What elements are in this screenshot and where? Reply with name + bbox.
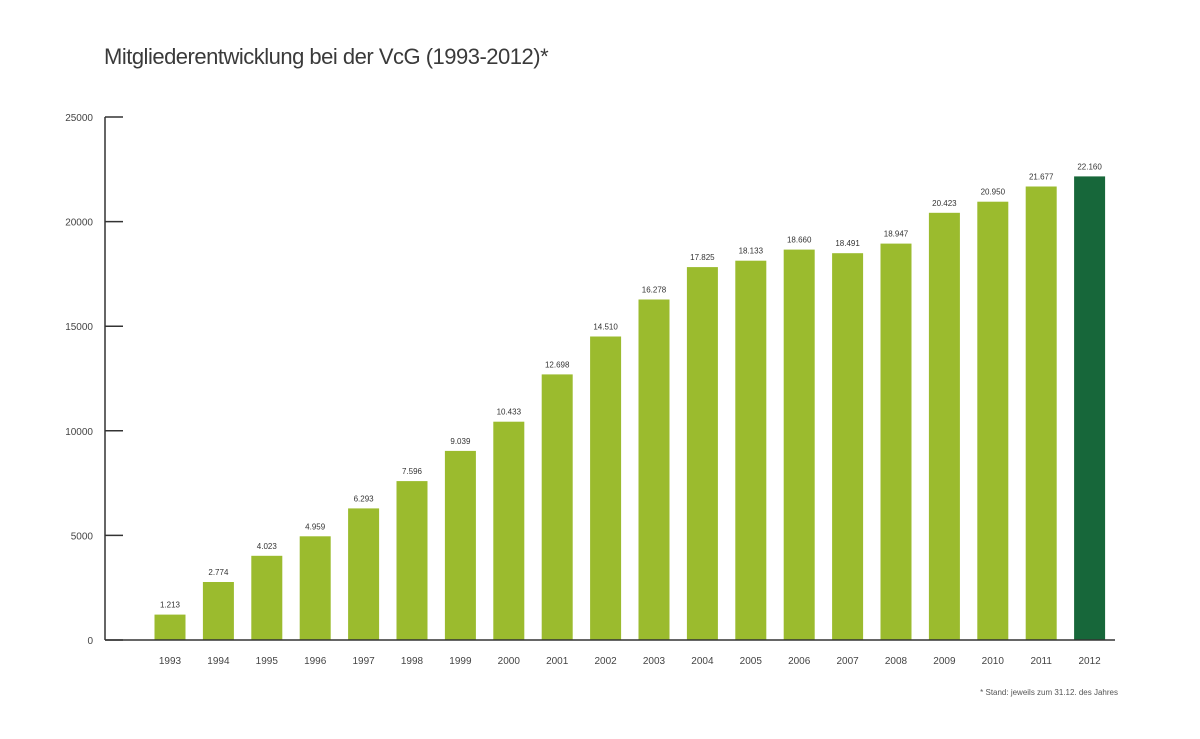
data-label-1996: 4.959 bbox=[305, 522, 326, 531]
x-tick-label-2005: 2005 bbox=[740, 656, 763, 667]
x-tick-label-2006: 2006 bbox=[788, 656, 811, 667]
data-label-2006: 18.660 bbox=[787, 236, 812, 245]
x-tick-label-1996: 1996 bbox=[304, 656, 327, 667]
bars bbox=[154, 176, 1106, 641]
x-tick-label-2001: 2001 bbox=[546, 656, 569, 667]
data-label-2000: 10.433 bbox=[497, 408, 522, 417]
data-label-2005: 18.133 bbox=[739, 247, 764, 256]
bar-2009 bbox=[928, 212, 960, 641]
footnote: * Stand: jeweils zum 31.12. des Jahres bbox=[980, 688, 1118, 697]
bar-2010 bbox=[977, 201, 1009, 640]
y-tick-label: 20000 bbox=[65, 218, 93, 229]
x-tick-label-2002: 2002 bbox=[594, 656, 617, 667]
bar-2003 bbox=[638, 299, 670, 640]
bar-1996 bbox=[299, 536, 331, 640]
x-tick-label-1993: 1993 bbox=[159, 656, 182, 667]
bar-2007 bbox=[832, 253, 864, 640]
x-tick-label-2012: 2012 bbox=[1078, 656, 1101, 667]
bar-2005 bbox=[735, 260, 767, 640]
data-labels: 1.213 2.774 4.023 4.959 6.293 7.596 9.039 10.43… bbox=[160, 162, 1102, 609]
data-label-2001: 12.698 bbox=[545, 360, 570, 369]
x-tick-label-1998: 1998 bbox=[401, 656, 424, 667]
bar-1998 bbox=[396, 481, 428, 640]
data-label-1994: 2.774 bbox=[208, 568, 229, 577]
x-tick-label-2003: 2003 bbox=[643, 656, 666, 667]
x-tick-label-1999: 1999 bbox=[449, 656, 472, 667]
bar-2012 bbox=[1074, 176, 1106, 640]
bar-2002 bbox=[590, 336, 622, 640]
data-label-1993: 1.213 bbox=[160, 601, 181, 610]
x-tick-label-2004: 2004 bbox=[691, 656, 714, 667]
x-tick-label-2009: 2009 bbox=[933, 656, 956, 667]
bar-1999 bbox=[444, 450, 476, 640]
x-tick-label-1997: 1997 bbox=[352, 656, 375, 667]
bar-1997 bbox=[348, 508, 380, 640]
bar-2004 bbox=[686, 267, 718, 640]
x-axis: 1993 1994 1995 1996 1997 1998 1999 2000 2001 2002… bbox=[105, 639, 1115, 667]
x-tick-label-2000: 2000 bbox=[498, 656, 521, 667]
data-label-1995: 4.023 bbox=[257, 542, 278, 551]
y-tick-label: 0 bbox=[87, 636, 93, 647]
data-label-2008: 18.947 bbox=[884, 230, 909, 239]
y-tick-label: 25000 bbox=[65, 113, 93, 124]
x-tick-label-2008: 2008 bbox=[885, 656, 908, 667]
data-label-2009: 20.423 bbox=[932, 199, 957, 208]
y-axis: 0 5000 10000 15000 20000 25000 bbox=[65, 113, 123, 647]
bar-2001 bbox=[541, 374, 573, 640]
data-label-1998: 7.596 bbox=[402, 467, 423, 476]
data-label-2010: 20.950 bbox=[981, 188, 1006, 197]
bar-2011 bbox=[1025, 186, 1057, 640]
bar-1993 bbox=[154, 614, 186, 640]
chart-title: Mitgliederentwicklung bei der VcG (1993-… bbox=[104, 44, 549, 69]
data-label-2004: 17.825 bbox=[690, 253, 715, 262]
x-tick-label-2007: 2007 bbox=[836, 656, 859, 667]
data-label-2007: 18.491 bbox=[835, 239, 860, 248]
data-label-2002: 14.510 bbox=[593, 323, 618, 332]
data-label-2012: 22.160 bbox=[1077, 162, 1102, 171]
bar-2000 bbox=[493, 421, 525, 640]
y-tick-label: 15000 bbox=[65, 322, 93, 333]
data-label-2003: 16.278 bbox=[642, 286, 667, 295]
x-tick-label-1994: 1994 bbox=[207, 656, 230, 667]
x-tick-label-2010: 2010 bbox=[982, 656, 1005, 667]
x-tick-label-2011: 2011 bbox=[1030, 656, 1052, 667]
data-label-1999: 9.039 bbox=[450, 437, 471, 446]
data-label-2011: 21.677 bbox=[1029, 173, 1054, 182]
bar-2008 bbox=[880, 243, 912, 640]
bar-2006 bbox=[783, 249, 815, 640]
y-tick-label: 5000 bbox=[71, 531, 94, 542]
y-tick-label: 10000 bbox=[65, 427, 93, 438]
bar-1995 bbox=[251, 555, 283, 640]
data-label-1997: 6.293 bbox=[354, 494, 375, 503]
x-tick-label-1995: 1995 bbox=[256, 656, 279, 667]
bar-1994 bbox=[202, 582, 234, 640]
